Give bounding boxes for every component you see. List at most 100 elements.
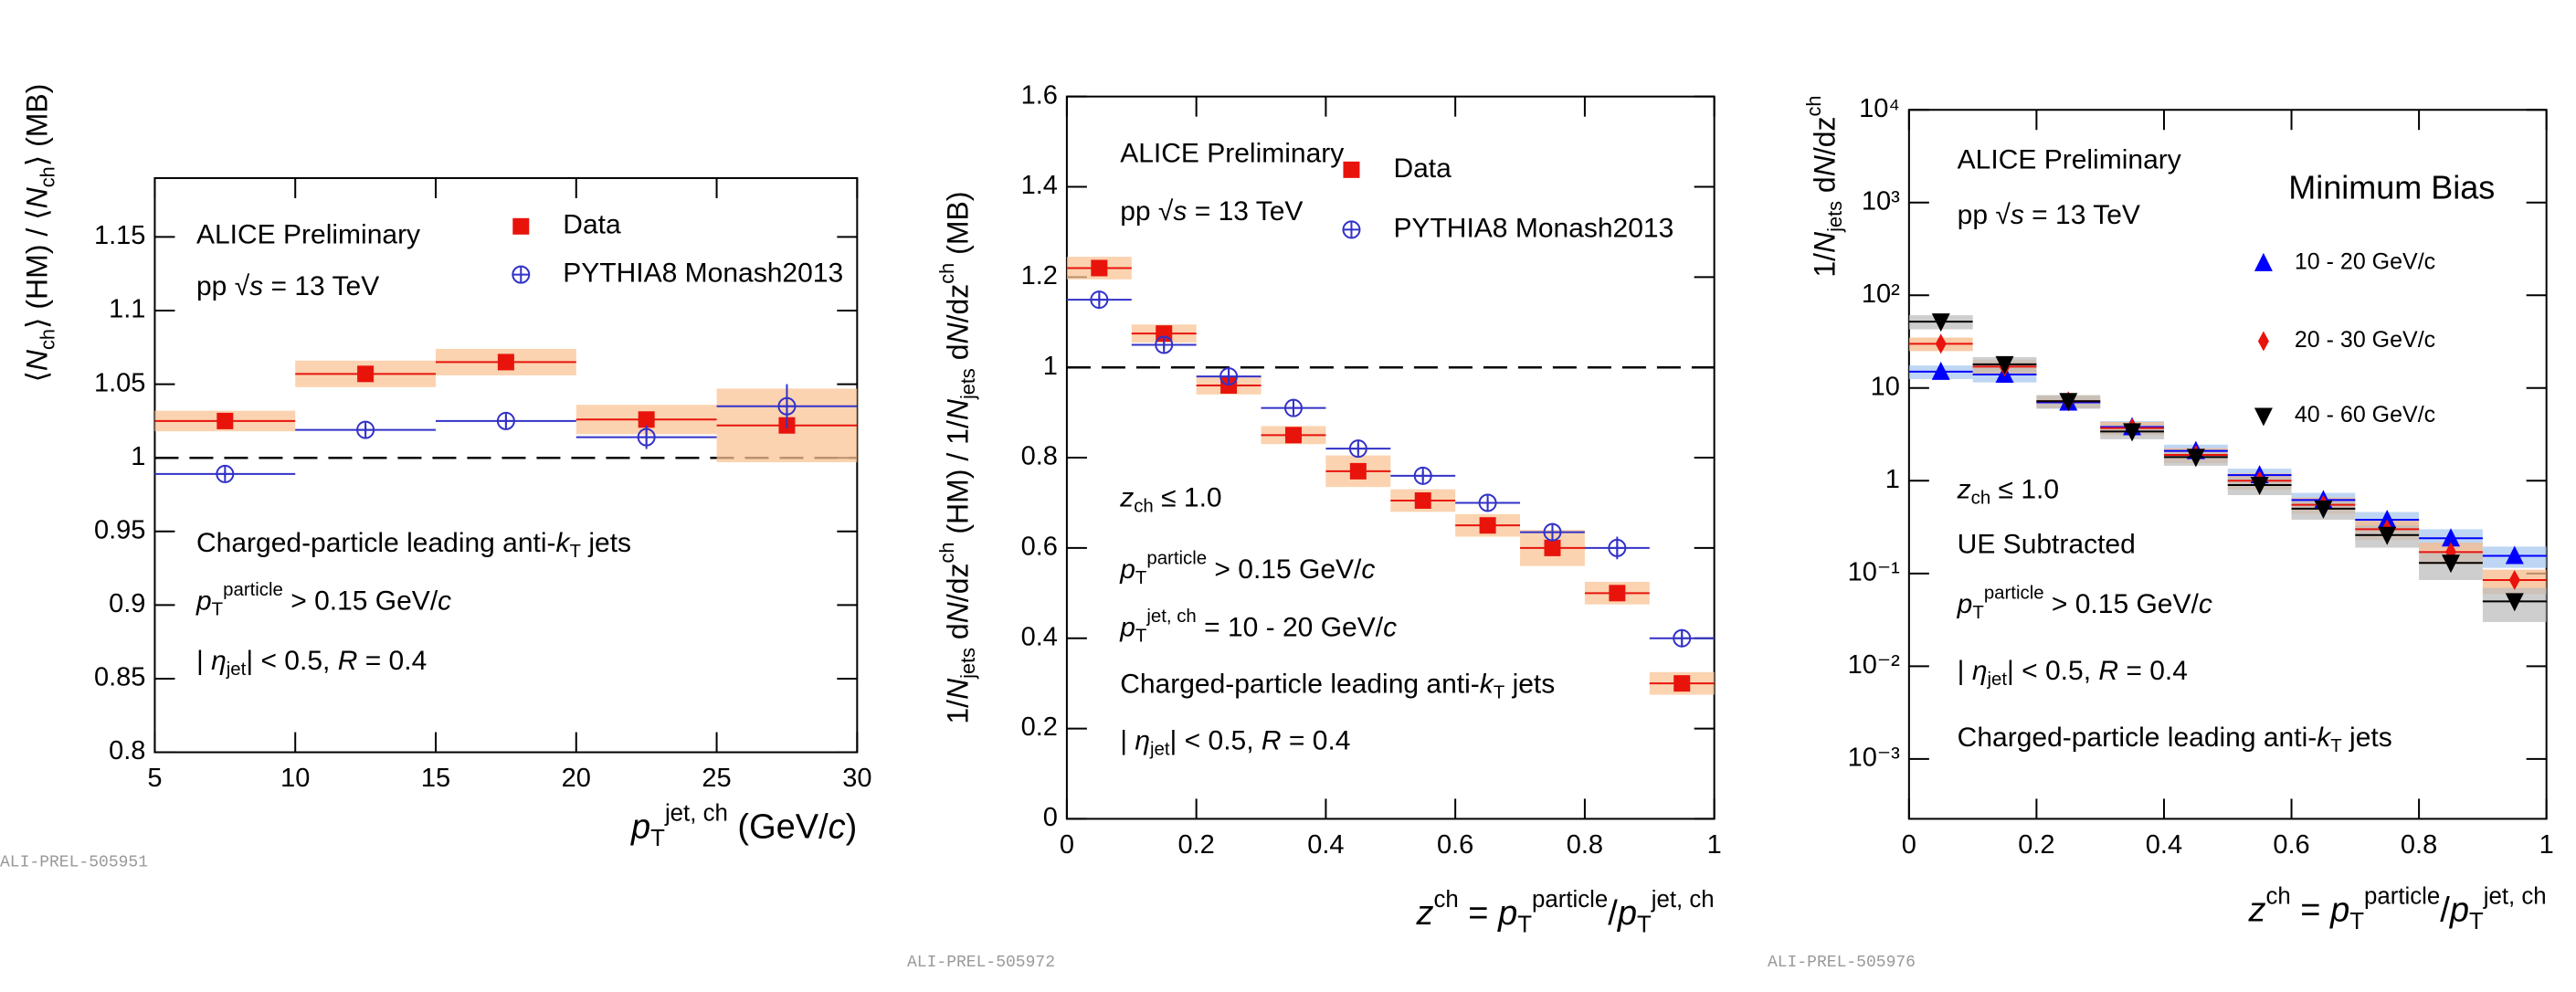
annotation-part: = 13 TeV (2024, 200, 2140, 230)
legend-label: PYTHIA8 Monash2013 (1393, 213, 1673, 243)
y-tick-label: 1.6 (1021, 80, 1058, 110)
annotation-part: s (249, 271, 263, 301)
annotation-part: ≤ 1.0 (1990, 474, 2059, 504)
plot-frame (1907, 109, 2548, 820)
annotation-part: jets (2342, 723, 2392, 753)
data-point (1479, 517, 1496, 534)
annotation-part: p (1119, 613, 1135, 643)
annotation: pTjet, ch = 10 - 20 GeV/c (1119, 607, 1397, 648)
data-point (1155, 335, 1174, 354)
data-point (2441, 554, 2460, 574)
legend-marker (1343, 161, 1360, 178)
annotation-part: η (211, 646, 227, 676)
annotation-part: = 0.4 (2118, 656, 2188, 686)
annotation: Minimum Bias (2288, 168, 2495, 206)
annotation-part: = 0.4 (1282, 726, 1351, 756)
annotation-part: = 10 - 20 GeV/ (1197, 613, 1384, 643)
y-tick-label: 1 (131, 442, 145, 471)
y-tick-label: 0.9 (109, 589, 145, 618)
annotation-part: = 13 TeV (263, 271, 379, 301)
data-point (2441, 528, 2460, 547)
data-point (1673, 628, 1692, 648)
annotation-part: T (1135, 568, 1146, 588)
data-point (1090, 290, 1109, 310)
x-axis-label-part: p (1617, 894, 1637, 933)
x-tick-label: 0.2 (1177, 830, 1214, 860)
y-axis-label-part: d (942, 623, 975, 648)
annotation-part: jets (581, 528, 631, 558)
y-axis-label-part: N (942, 322, 975, 343)
y-tick-label: 0.8 (1021, 442, 1058, 471)
annotation-part: R (1262, 726, 1282, 756)
annotation-part: particle (1984, 584, 2044, 604)
annotation-part: | (1958, 656, 1972, 686)
legend-marker (2257, 331, 2269, 352)
x-axis-label-part: T (1637, 912, 1652, 937)
x-axis-label-part: T (650, 826, 665, 851)
y-tick-label: 1.1 (109, 295, 145, 324)
y-axis-label-part: ch (36, 166, 58, 187)
annotation-part: T (570, 542, 581, 562)
x-axis-label-part: jet, ch (1651, 887, 1715, 913)
annotation-part: Charged-particle leading anti- (1958, 723, 2317, 753)
x-axis-label-part: ch (1433, 887, 1458, 913)
legend-label: PYTHIA8 Monash2013 (563, 259, 843, 289)
annotation-part: c (438, 586, 451, 616)
data-point (497, 354, 514, 371)
annotation: zch ≤ 1.0 (1957, 474, 2059, 508)
annotation-part: p (195, 586, 212, 616)
annotation-part: R (2098, 656, 2118, 686)
annotation-part: k (556, 528, 572, 558)
y-tick-label: 1.2 (1021, 261, 1058, 290)
x-tick-label: 10 (280, 764, 310, 793)
annotation-part: ch (1971, 489, 1991, 509)
x-tick-label: 0.6 (2273, 830, 2309, 860)
data-point (1608, 538, 1627, 557)
y-axis-label-part: jets (1823, 201, 1846, 233)
data-point (1284, 427, 1302, 444)
y-axis-label-part: ⟩ (MB) (21, 84, 54, 167)
y-tick-label: 0.2 (1021, 712, 1058, 742)
x-tick-label: 1 (2539, 830, 2554, 860)
x-axis-label-part: = (2291, 891, 2330, 929)
annotation: ALICE Preliminary (1958, 145, 2181, 175)
annotation-part: η (1972, 656, 1988, 686)
data-point (637, 427, 656, 447)
annotation-part: s (1173, 196, 1187, 227)
y-tick-label: 0.8 (109, 736, 145, 765)
annotation-part: ch (1134, 497, 1154, 517)
data-point (2505, 593, 2524, 612)
annotation: pp √s = 13 TeV (1958, 200, 2140, 230)
data-point (1609, 585, 1626, 602)
data-point (1283, 398, 1303, 417)
y-axis-label-part: 1/ (942, 700, 975, 724)
y-tick-label: 1 (1885, 465, 1900, 494)
x-axis-label-part: jet, ch (2483, 883, 2547, 909)
annotation-part: UE Subtracted (1958, 530, 2136, 560)
data-point (216, 412, 234, 429)
data-point (2378, 526, 2397, 545)
y-axis-label-part: N (21, 349, 54, 371)
y-tick-label: 10⁻¹ (1848, 557, 1901, 586)
annotation-part: k (1480, 670, 1495, 700)
annotation: ALICE Preliminary (1120, 138, 1344, 168)
data-point (2314, 500, 2333, 519)
annotation: Charged-particle leading anti-kT jets (196, 528, 631, 562)
y-axis-label-part: (HM) / 1/ (942, 420, 975, 542)
x-axis-label-part: (GeV/ (728, 807, 829, 846)
annotation-part: Minimum Bias (2288, 168, 2495, 206)
x-axis-label-part: p (2329, 891, 2349, 929)
annotation-part: | (196, 646, 211, 676)
legend-label: 20 - 30 GeV/c (2295, 327, 2435, 353)
data-point (1543, 522, 1562, 542)
y-tick-label: 0.6 (1021, 533, 1058, 562)
plot-frame (153, 176, 859, 754)
y-tick-label: 0.95 (94, 515, 145, 544)
annotation-part: pp √ (1958, 200, 2011, 230)
annotation-part: particle (223, 580, 283, 600)
y-axis-label-part: (MB) (942, 192, 975, 263)
annotation-part: jet, ch (1145, 607, 1196, 628)
annotation: zch ≤ 1.0 (1119, 483, 1221, 517)
annotation-part: T (1972, 604, 1983, 624)
